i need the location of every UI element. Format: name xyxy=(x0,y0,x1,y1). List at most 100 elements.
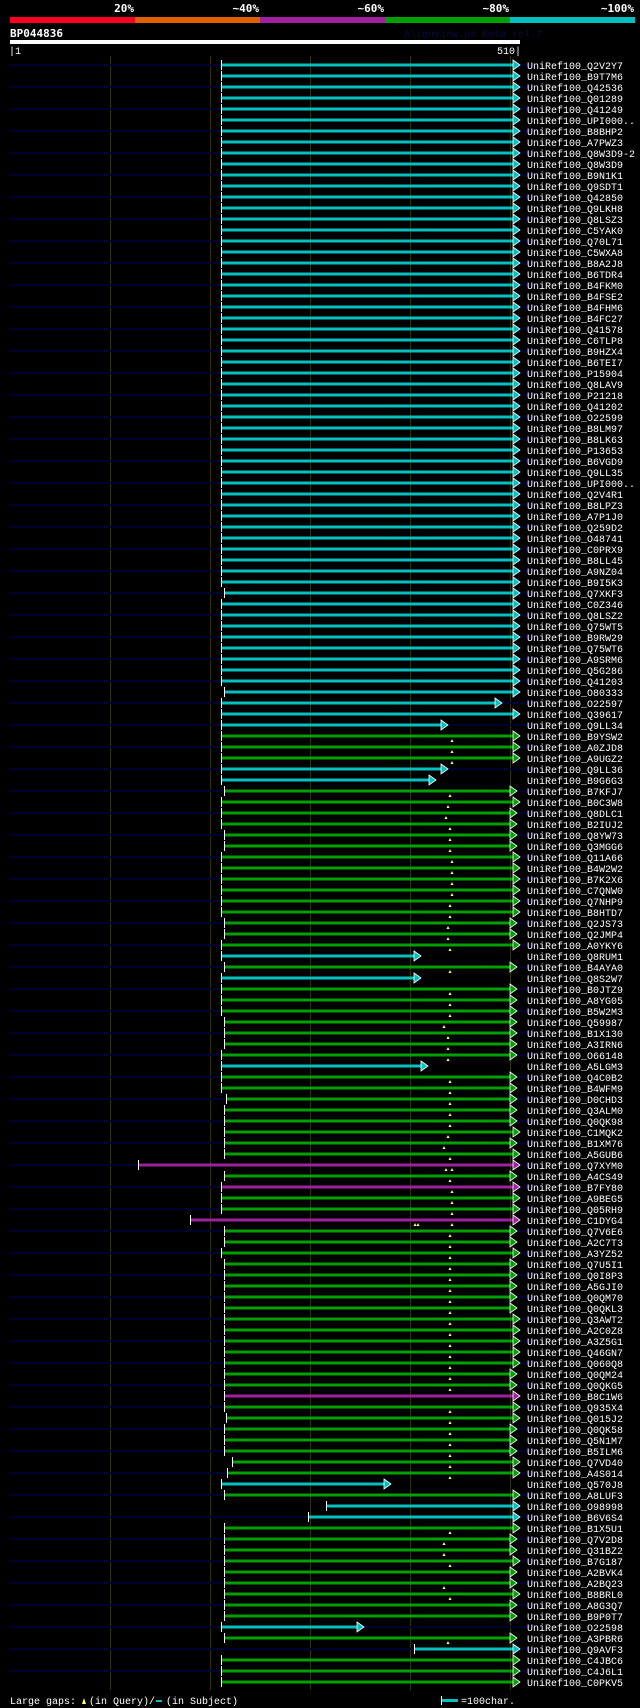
hit-label[interactable]: UniRef100_B1XM76 xyxy=(527,1139,623,1151)
hit-label[interactable]: UniRef100_Q2JS73 xyxy=(527,919,623,931)
hit-label[interactable]: UniRef100_B4WFM9 xyxy=(527,1084,623,1096)
hit-label[interactable]: UniRef100_A0YKY6 xyxy=(527,941,623,953)
hit-row[interactable]: UniRef100_Q3ALM0 xyxy=(224,1104,623,1118)
hit-label[interactable]: UniRef100_Q570J8 xyxy=(527,1480,623,1492)
hit-label[interactable]: UniRef100_Q0QM70 xyxy=(527,1293,623,1305)
hit-label[interactable]: UniRef100_Q8RUM1 xyxy=(527,952,623,964)
hit-label[interactable]: UniRef100_Q75WT6 xyxy=(527,644,623,656)
hit-row[interactable]: UniRef100_Q2JMP4 xyxy=(224,928,623,942)
hit-row[interactable]: UniRef100_B8LL45 xyxy=(221,554,623,568)
hit-row[interactable]: UniRef100_Q01289 xyxy=(221,92,623,106)
hit-label[interactable]: UniRef100_Q11A66 xyxy=(527,853,623,865)
hit-label[interactable]: UniRef100_B2IUJ2 xyxy=(527,820,623,832)
hit-row[interactable]: UniRef100_UPI000.. xyxy=(221,114,635,128)
hit-label[interactable]: UniRef100_Q70L71 xyxy=(527,237,623,249)
hit-row[interactable]: UniRef100_Q41249 xyxy=(10,103,623,117)
hit-label[interactable]: UniRef100_P21218 xyxy=(527,391,623,403)
hit-label[interactable]: UniRef100_Q01289 xyxy=(527,94,623,106)
hit-row[interactable]: UniRef100_Q39617 xyxy=(221,708,623,722)
hit-row[interactable]: UniRef100_C7QNW0 xyxy=(221,884,623,898)
hit-label[interactable]: UniRef100_B1X130 xyxy=(527,1029,623,1041)
hit-label[interactable]: UniRef100_B4FHM6 xyxy=(527,303,623,315)
hit-label[interactable]: UniRef100_B0JTZ9 xyxy=(527,985,623,997)
hit-label[interactable]: UniRef100_A5GJI0 xyxy=(527,1282,623,1294)
hit-row[interactable]: UniRef100_Q9LKH8 xyxy=(221,202,623,216)
hit-label[interactable]: UniRef100_P13653 xyxy=(527,446,623,458)
hit-label[interactable]: UniRef100_O98998 xyxy=(527,1502,623,1514)
hit-row[interactable]: UniRef100_Q42850 xyxy=(10,191,623,205)
hit-row[interactable]: UniRef100_Q8W3D9 xyxy=(221,158,623,172)
hit-row[interactable]: UniRef100_B9RW29 xyxy=(10,631,623,645)
hit-row[interactable]: UniRef100_Q7XYM0 xyxy=(10,1159,623,1173)
hit-row[interactable]: UniRef100_B2IUJ2 xyxy=(221,818,623,832)
hit-row[interactable]: UniRef100_Q11A66 xyxy=(10,851,623,865)
hit-row[interactable]: UniRef100_A2BVK4 xyxy=(224,1566,623,1580)
hit-label[interactable]: UniRef100_Q259D2 xyxy=(527,523,623,535)
hit-label[interactable]: UniRef100_UPI000.. xyxy=(527,479,635,491)
hit-label[interactable]: UniRef100_Q42850 xyxy=(527,193,623,205)
hit-row[interactable]: UniRef100_Q2V4R1 xyxy=(221,488,623,502)
hit-label[interactable]: UniRef100_Q0QKL3 xyxy=(527,1304,623,1316)
hit-row[interactable]: UniRef100_C4JBC6 xyxy=(221,1654,623,1668)
hit-row[interactable]: UniRef100_B4W2W2 xyxy=(221,862,623,876)
hit-label[interactable]: UniRef100_C0PKV5 xyxy=(527,1678,623,1690)
hit-label[interactable]: UniRef100_Q7XKF3 xyxy=(527,589,623,601)
hit-label[interactable]: UniRef100_O22597 xyxy=(527,699,623,711)
hit-label[interactable]: UniRef100_A3YZ52 xyxy=(527,1249,623,1261)
hit-row[interactable]: UniRef100_O98998 xyxy=(326,1500,623,1514)
hit-label[interactable]: UniRef100_Q0QKG5 xyxy=(527,1381,623,1393)
hit-row[interactable]: UniRef100_Q7VD40 xyxy=(232,1456,623,1470)
hit-row[interactable]: UniRef100_Q0I8P3 xyxy=(10,1269,623,1283)
hit-row[interactable]: UniRef100_B6VGD9 xyxy=(10,455,623,469)
hit-row[interactable]: UniRef100_B8A2J8 xyxy=(10,257,623,271)
hit-label[interactable]: UniRef100_C0PRX9 xyxy=(527,545,623,557)
hit-label[interactable]: UniRef100_A2BQ23 xyxy=(527,1579,623,1591)
hit-row[interactable]: UniRef100_Q0QK58 xyxy=(10,1423,623,1437)
hit-label[interactable]: UniRef100_Q3AWT2 xyxy=(527,1315,623,1327)
hit-row[interactable]: UniRef100_Q42536 xyxy=(10,81,623,95)
hit-label[interactable]: UniRef100_B9N1K1 xyxy=(527,171,623,183)
hit-row[interactable]: UniRef100_Q0QK98 xyxy=(10,1115,623,1129)
hit-row[interactable]: UniRef100_C4J6L1 xyxy=(10,1665,623,1679)
hit-row[interactable]: UniRef100_B4AYA0 xyxy=(10,961,623,975)
hit-row[interactable]: UniRef100_Q8LSZ3 xyxy=(10,213,623,227)
hit-label[interactable]: UniRef100_O22599 xyxy=(527,413,623,425)
hit-label[interactable]: UniRef100_A9SRM6 xyxy=(527,655,623,667)
hit-label[interactable]: UniRef100_UPI000.. xyxy=(527,116,635,128)
hit-row[interactable]: UniRef100_C5YAK0 xyxy=(221,224,623,238)
hit-row[interactable]: UniRef100_A5LGM3 xyxy=(221,1060,623,1074)
hit-row[interactable]: UniRef100_B1X5U1 xyxy=(224,1522,623,1536)
hit-row[interactable]: UniRef100_O48741 xyxy=(221,532,623,546)
hit-row[interactable]: UniRef100_B4FSE2 xyxy=(221,290,623,304)
hit-label[interactable]: UniRef100_Q2JMP4 xyxy=(527,930,623,942)
hit-label[interactable]: UniRef100_A9BEG5 xyxy=(527,1194,623,1206)
hit-row[interactable]: UniRef100_Q2JS73 xyxy=(10,917,623,931)
hit-row[interactable]: UniRef100_O22598 xyxy=(10,1621,623,1635)
hit-row[interactable]: UniRef100_B8HTD7 xyxy=(221,906,623,920)
hit-label[interactable]: UniRef100_Q9AVF3 xyxy=(527,1645,623,1657)
hit-label[interactable]: UniRef100_Q7V6E6 xyxy=(527,1227,623,1239)
hit-row[interactable]: UniRef100_B7KFJ7 xyxy=(10,785,623,799)
hit-label[interactable]: UniRef100_D0CHD3 xyxy=(527,1095,623,1107)
hit-row[interactable]: UniRef100_Q935X4 xyxy=(10,1401,623,1415)
hit-label[interactable]: UniRef100_Q9LL35 xyxy=(527,468,623,480)
hit-row[interactable]: UniRef100_Q9LL36 xyxy=(10,763,623,777)
hit-row[interactable]: UniRef100_Q7U5I1 xyxy=(224,1258,623,1272)
hit-label[interactable]: UniRef100_B6V6S4 xyxy=(527,1513,623,1525)
hit-label[interactable]: UniRef100_B7K2X6 xyxy=(527,875,623,887)
hit-label[interactable]: UniRef100_B4FC27 xyxy=(527,314,623,326)
hit-row[interactable]: UniRef100_B0C3W8 xyxy=(221,796,623,810)
hit-label[interactable]: UniRef100_Q31BZ2 xyxy=(527,1546,623,1558)
hit-row[interactable]: UniRef100_A8G3Q7 xyxy=(10,1599,623,1613)
hit-label[interactable]: UniRef100_Q75WT5 xyxy=(527,622,623,634)
hit-row[interactable]: UniRef100_Q9SDT1 xyxy=(221,180,623,194)
hit-row[interactable]: UniRef100_B4FC27 xyxy=(221,312,623,326)
hit-row[interactable]: UniRef100_O80333 xyxy=(224,686,623,700)
hit-label[interactable]: UniRef100_B8LL45 xyxy=(527,556,623,568)
hit-label[interactable]: UniRef100_B8BHP2 xyxy=(527,127,623,139)
hit-label[interactable]: UniRef100_A8LUF3 xyxy=(527,1491,623,1503)
hit-row[interactable]: UniRef100_O66148 xyxy=(10,1049,623,1063)
hit-row[interactable]: UniRef100_B6V6S4 xyxy=(10,1511,623,1525)
hit-label[interactable]: UniRef100_B7KFJ7 xyxy=(527,787,623,799)
hit-row[interactable]: UniRef100_B7FY80 xyxy=(10,1181,623,1195)
